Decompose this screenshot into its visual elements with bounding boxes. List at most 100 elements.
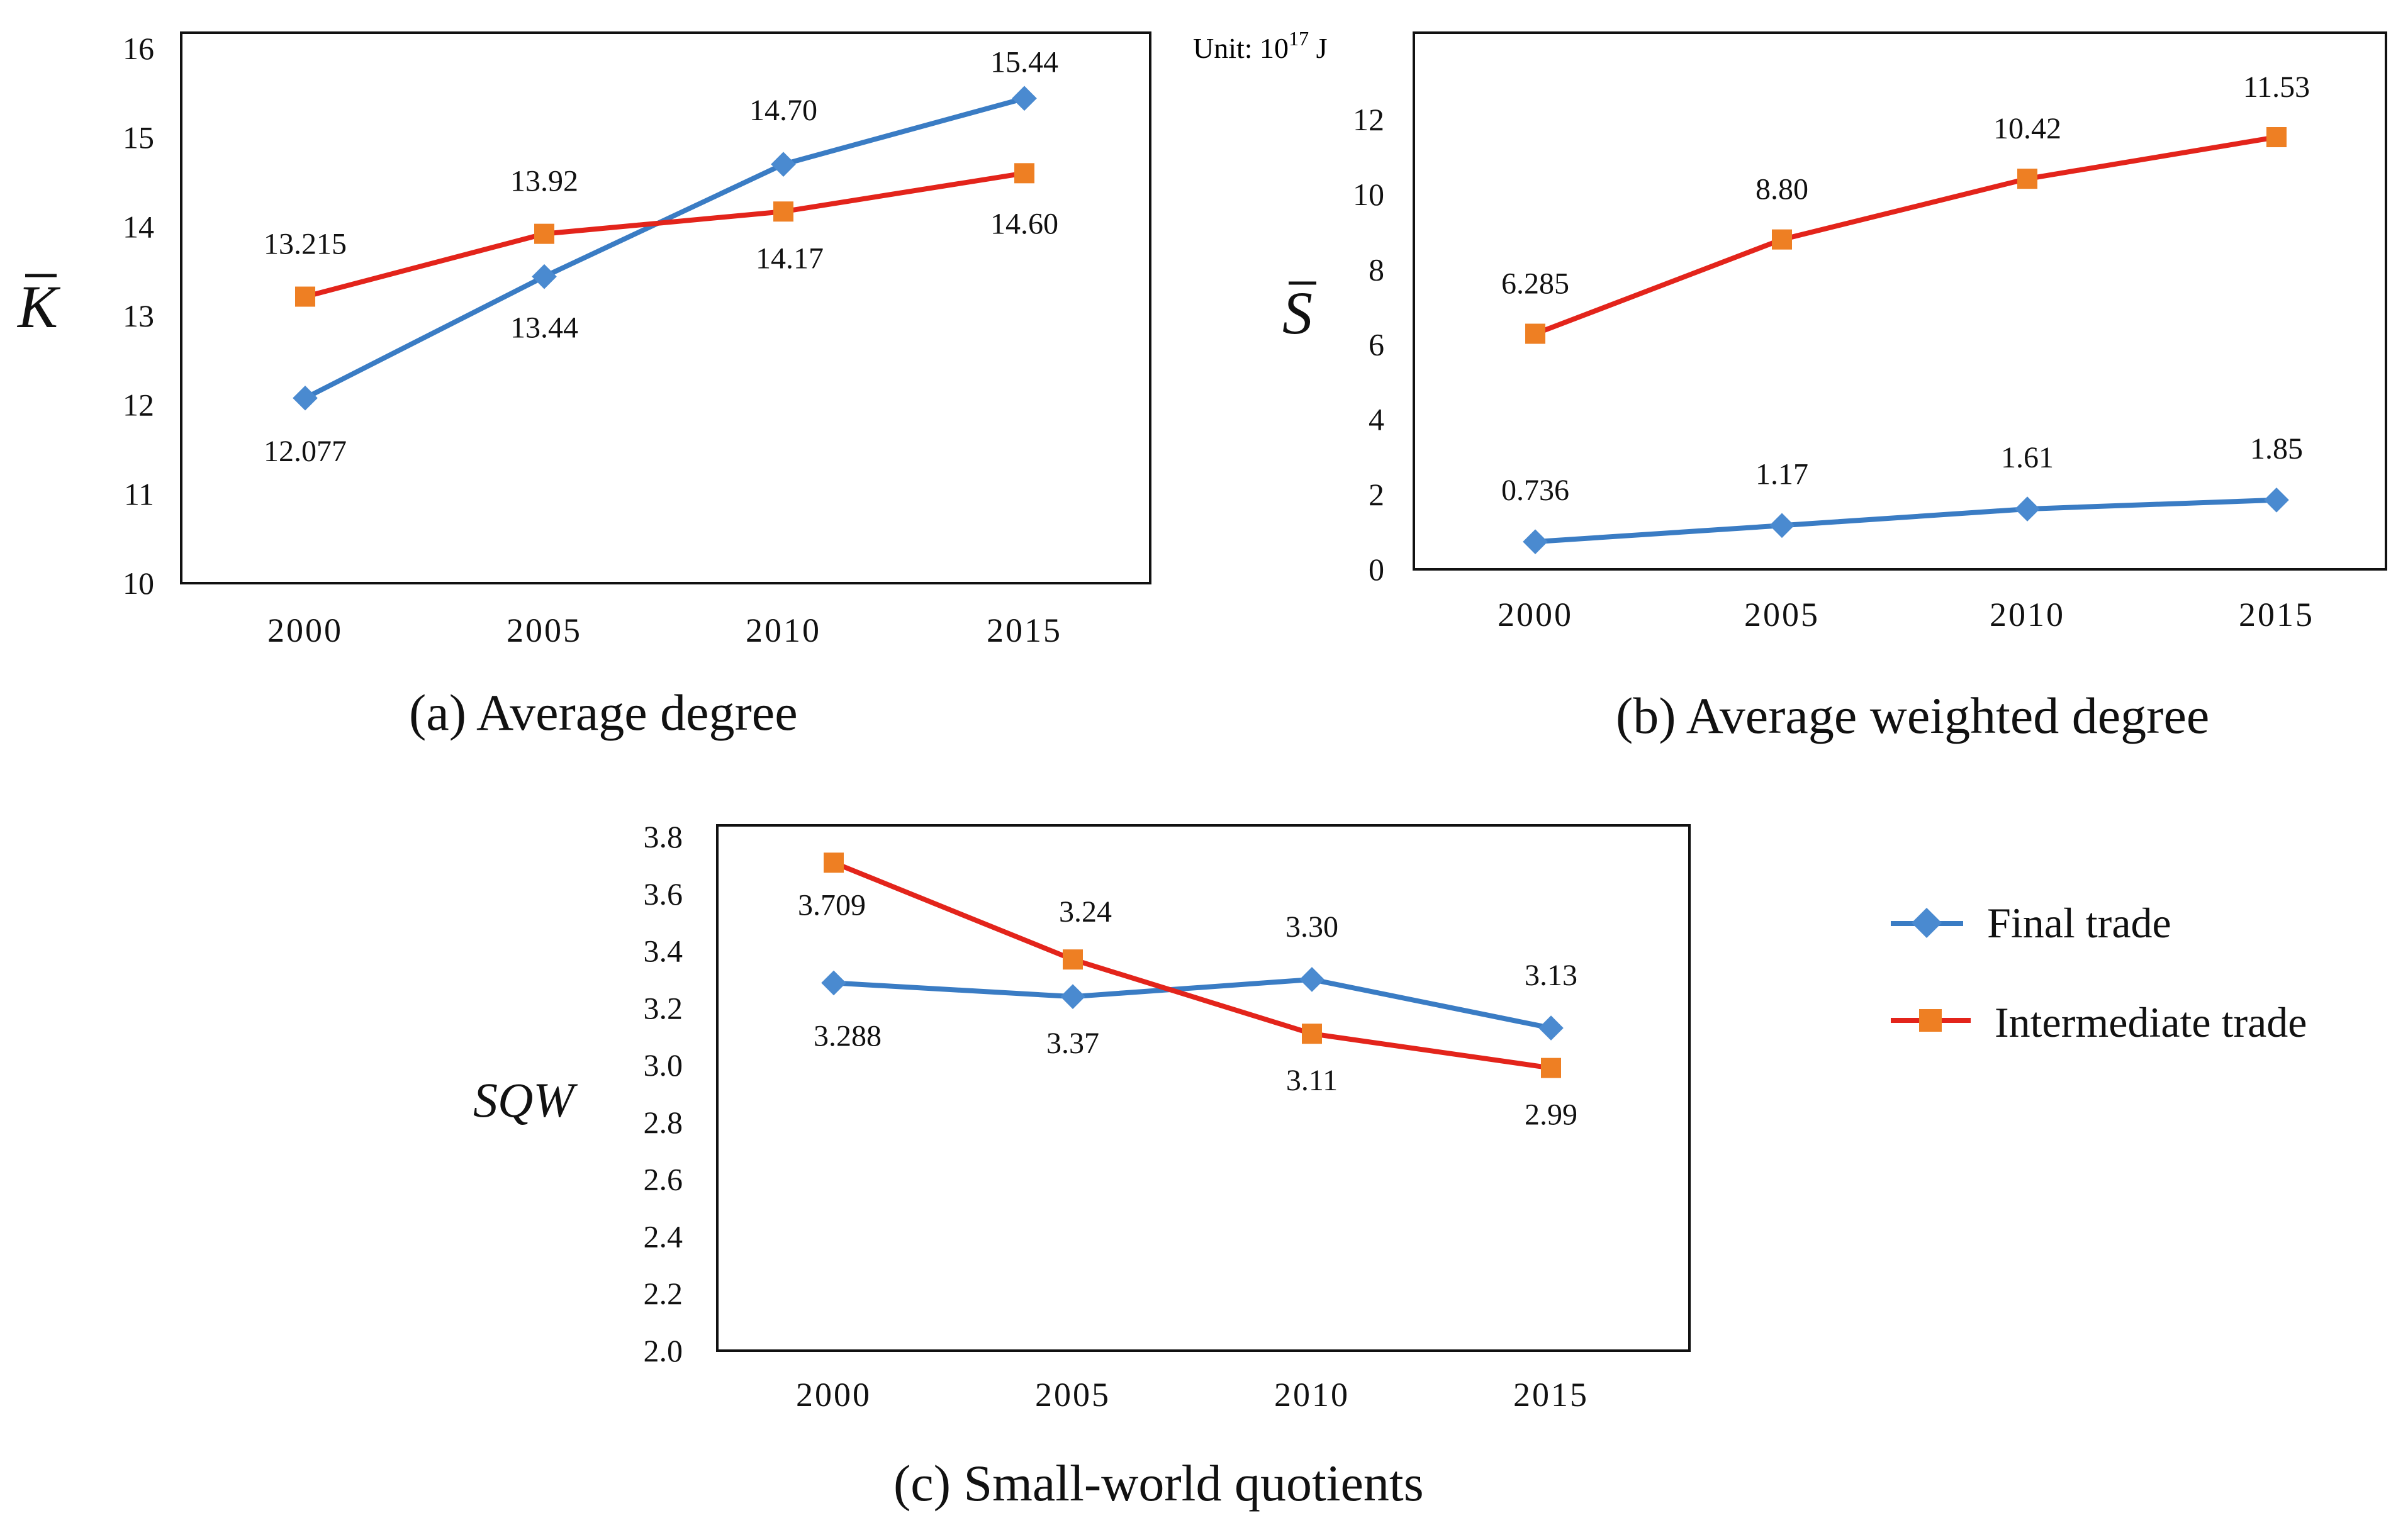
panel-b-y-axis-label: S: [1282, 279, 1313, 347]
panel-c-y-tick-label: 3.2: [644, 990, 683, 1025]
panel-c-x-tick-label-2015: 2015: [1513, 1376, 1589, 1414]
panel-a-x-tick-label-2015: 2015: [987, 611, 1062, 649]
panel-c-intermediate-trade-data-label-2005: 3.24: [1059, 895, 1112, 929]
panel-a-intermediate-trade-point-2015: [1014, 163, 1034, 184]
panel-b-y-tick-label: 2: [1369, 477, 1384, 512]
legend-intermediate-trade-label: Intermediate trade: [1995, 998, 2307, 1046]
panel-a-final-trade-data-label-2015: 15.44: [990, 45, 1058, 79]
legend: Final trade Intermediate trade: [1891, 899, 2307, 1046]
panel-c-y-ticks: 2.0 2.2 2.4 2.6 2.8 3.0 3.2 3.4 3.6 3.8: [644, 819, 683, 1368]
panel-b-final-trade-point-2015: [2264, 487, 2289, 513]
panel-c-plot-frame: [716, 824, 1691, 1352]
panel-b-x-tick-label-2000: 2000: [1498, 596, 1573, 634]
panel-b-final-trade-line: [1535, 497, 2277, 545]
panel-c-intermediate-trade-data-label-2010: 3.11: [1286, 1064, 1338, 1097]
panel-a-x-tick-label-2010: 2010: [746, 611, 821, 649]
panel-b-intermediate-trade-data-label-2010: 10.42: [1993, 112, 2061, 145]
panel-c-final-trade-data-label-2000: 3.288: [814, 1019, 882, 1052]
panel-b-final-trade-data-label-2000: 0.736: [1501, 474, 1569, 507]
panel-b-y-tick-label: 0: [1369, 552, 1384, 587]
panel-c-intermediate-trade-point-2000: [824, 852, 844, 873]
panel-b-x-tick-label-2015: 2015: [2239, 596, 2314, 634]
panel-a-intermediate-trade-data-label-2005: 13.92: [510, 165, 578, 198]
panel-b-y-tick-label: 12: [1353, 102, 1384, 137]
panel-b-final-trade-point-2010: [2015, 496, 2040, 522]
panel-c-final-trade-point-2010: [1299, 967, 1324, 992]
panel-a-series: [293, 86, 1037, 411]
panel-a-x-tick-label-2005: 2005: [507, 611, 582, 649]
panel-c-final-trade-data-label-2005: 3.37: [1046, 1027, 1099, 1060]
panel-c-series: [821, 852, 1564, 1078]
panel-b-final-trade-point-2000: [1523, 529, 1548, 554]
panel-a-caption: (a) Average degree: [409, 684, 798, 741]
panel-c-intermediate-trade-point-2005: [1063, 949, 1083, 970]
panel-a-intermediate-trade-data-label-2000: 13.215: [264, 228, 347, 261]
panel-b-y-tick-label: 8: [1369, 252, 1384, 287]
legend-final-trade-diamond-marker: [1911, 907, 1942, 939]
panel-a-intermediate-trade-point-2010: [773, 201, 793, 222]
panel-a-intermediate-trade-point-2005: [534, 223, 554, 244]
panel-b-intermediate-trade-data-label-2015: 11.53: [2243, 70, 2310, 104]
panel-a-y-tick-label: 14: [123, 209, 154, 244]
panel-c-y-tick-label: 3.0: [644, 1047, 683, 1083]
panel-b-y-ticks: 0 2 4 6 8 10 12: [1353, 102, 1384, 587]
panel-b-x-tick-label-2005: 2005: [1744, 596, 1820, 634]
panel-a-x-ticks: 2000 2005 2010 2015: [267, 611, 1062, 649]
panel-b-caption: (b) Average weighted degree: [1616, 687, 2209, 744]
panel-a-final-trade-data-label-2010: 14.70: [749, 94, 817, 127]
panel-c-y-tick-label: 3.8: [644, 819, 683, 854]
panel-c-caption: (c) Small-world quotients: [893, 1454, 1424, 1512]
panel-a-final-trade-point-2015: [1012, 86, 1037, 111]
panel-c-x-tick-label-2010: 2010: [1274, 1376, 1350, 1414]
panel-a-plot-frame: [180, 31, 1151, 584]
panel-c-y-tick-label: 3.4: [644, 934, 683, 969]
panel-a-x-tick-label-2000: 2000: [267, 611, 343, 649]
panel-c-intermediate-trade-data-label-2000: 3.709: [798, 888, 866, 922]
panel-a-final-trade-point-2000: [293, 385, 318, 411]
panel-b-unit-label: Unit: 1017 J: [1193, 27, 1327, 64]
panel-c-final-trade-point-2000: [821, 970, 846, 996]
unit-suffix: J: [1309, 32, 1327, 64]
panel-b-intermediate-trade-data-label-2005: 8.80: [1756, 173, 1808, 206]
panel-c-final-trade-line: [833, 976, 1552, 1031]
panel-b-y-tick-label: 10: [1353, 177, 1384, 212]
panel-b-y-tick-label: 6: [1369, 327, 1384, 362]
panel-average-degree: 10 11 12 13 14 15 16 2000 2005 2010 2015 12.077 13…: [16, 31, 1151, 741]
panel-c-intermediate-trade-data-label-2015: 2.99: [1525, 1098, 1577, 1132]
panel-a-y-tick-label: 15: [123, 120, 154, 155]
panel-c-y-tick-label: 2.2: [644, 1276, 683, 1311]
panel-a-final-trade-data-label-2000: 12.077: [264, 435, 347, 468]
panel-a-y-tick-label: 13: [123, 298, 154, 333]
panel-a-y-tick-label: 11: [124, 476, 154, 511]
panel-c-intermediate-trade-point-2010: [1302, 1024, 1322, 1044]
panel-b-x-ticks: 2000 2005 2010 2015: [1498, 596, 2314, 634]
panel-b-intermediate-trade-point-2005: [1772, 229, 1792, 250]
panel-c-x-tick-label-2005: 2005: [1035, 1376, 1111, 1414]
panel-a-y-axis-label: K: [16, 273, 61, 340]
panel-a-final-trade-data-label-2005: 13.44: [510, 311, 578, 345]
panel-c-data-labels: 3.288 3.37 3.30 3.13 3.709 3.24 3.11 2.99: [798, 888, 1577, 1131]
panel-b-intermediate-trade-point-2015: [2266, 127, 2287, 148]
panel-a-data-labels: 12.077 13.44 14.70 15.44 13.215 13.92 14.17 14.…: [264, 45, 1058, 467]
panel-c-final-trade-point-2015: [1538, 1015, 1564, 1041]
legend-intermediate-trade-square-marker: [1919, 1009, 1942, 1032]
panel-c-y-tick-label: 3.6: [644, 876, 683, 912]
panel-a-final-trade-line: [304, 96, 1026, 401]
panel-b-intermediate-trade-line: [1534, 135, 2277, 337]
panel-c-x-tick-label-2000: 2000: [796, 1376, 871, 1414]
legend-item-intermediate-trade: Intermediate trade: [1891, 998, 2307, 1046]
panel-c-y-tick-label: 2.4: [644, 1219, 683, 1254]
panel-b-data-labels: 0.736 1.17 1.61 1.85 6.285 8.80 10.42 11.53: [1501, 70, 2310, 507]
panel-b-y-tick-label: 4: [1369, 402, 1384, 437]
panel-c-intermediate-trade-point-2015: [1541, 1058, 1561, 1078]
panel-b-intermediate-trade-point-2010: [2017, 169, 2037, 189]
panel-b-series: [1523, 127, 2289, 554]
panel-a-intermediate-trade-point-2000: [295, 286, 315, 307]
panel-c-intermediate-trade-line: [832, 860, 1552, 1071]
panel-a-y-tick-label: 16: [123, 31, 154, 66]
panel-c-x-ticks: 2000 2005 2010 2015: [796, 1376, 1589, 1414]
panel-a-intermediate-trade-line: [304, 170, 1025, 299]
panel-c-final-trade-point-2005: [1060, 984, 1085, 1009]
panel-c-y-tick-label: 2.6: [644, 1162, 683, 1197]
